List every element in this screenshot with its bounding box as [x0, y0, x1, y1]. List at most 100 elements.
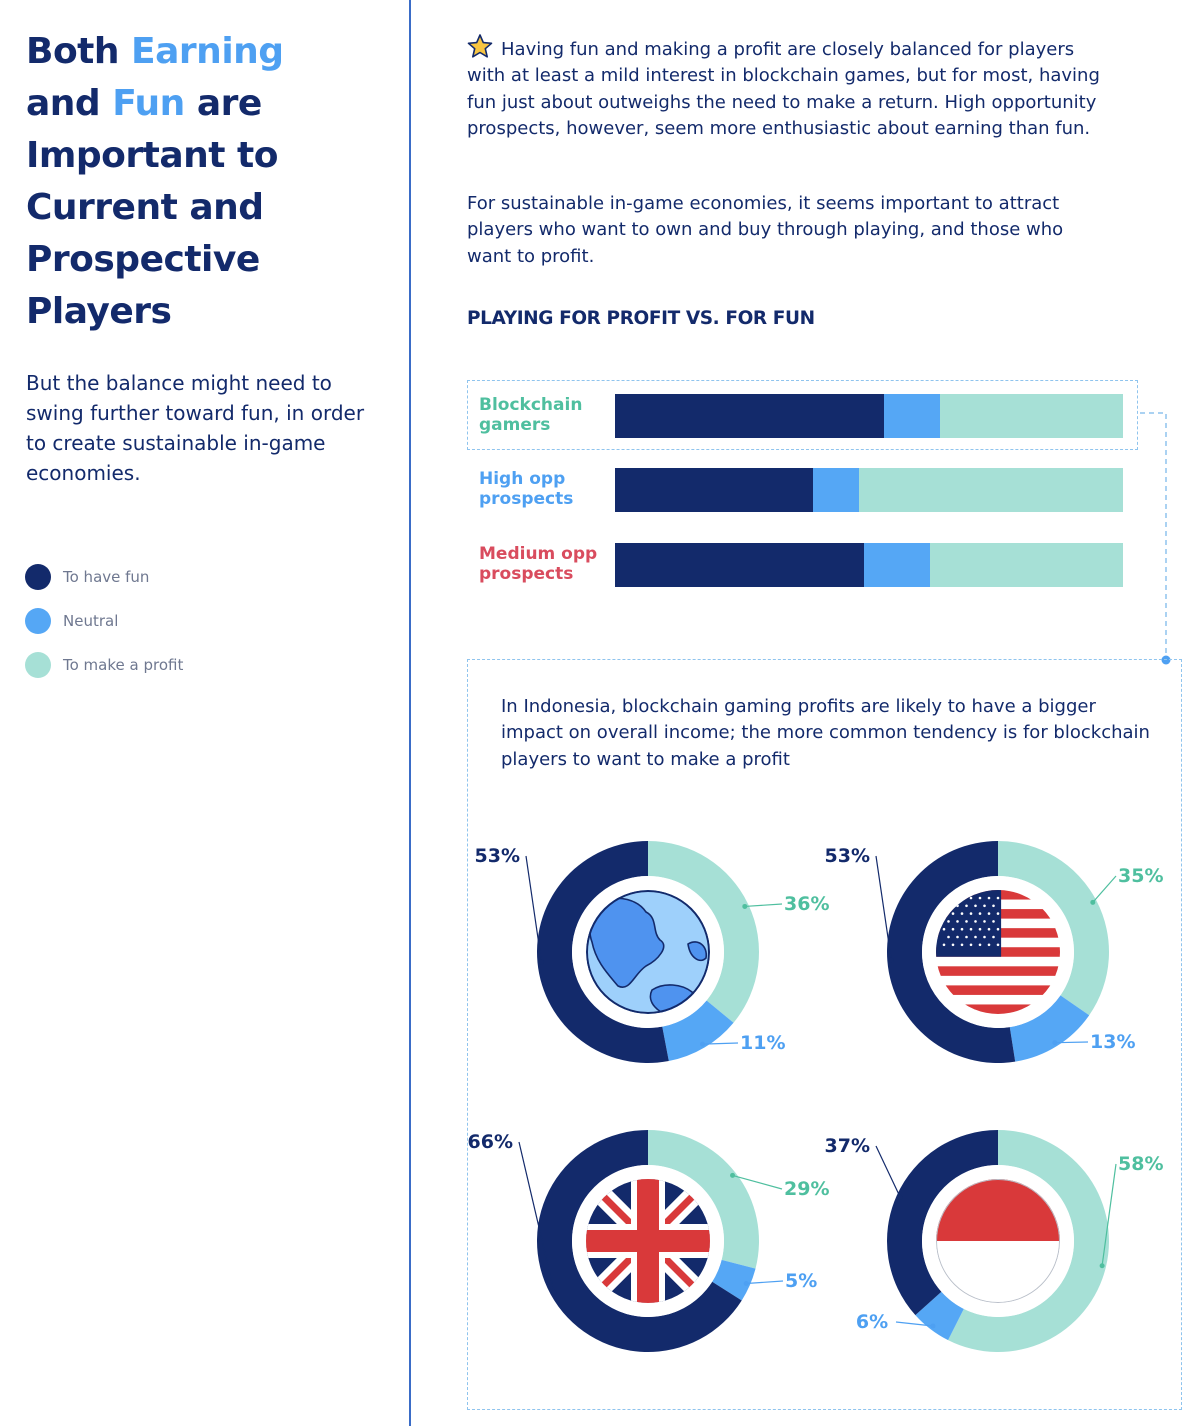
bar-segment [615, 468, 814, 512]
donut-chart: 37% 6% 58% [825, 1130, 1163, 1352]
highlight-box [467, 380, 1138, 450]
legend-item-profit: To make a profit [25, 643, 183, 687]
leader-line [875, 1145, 901, 1198]
title-part: are [184, 83, 262, 124]
leader-dot [538, 959, 544, 965]
legend-swatch [25, 652, 51, 678]
bar-segment [929, 543, 1123, 587]
bar-segment [813, 468, 859, 512]
donut-slice [537, 841, 669, 1063]
leader-dot [551, 1290, 557, 1296]
donut-slice [662, 1000, 734, 1062]
donut-value-label: 11% [740, 1032, 785, 1054]
donut-value-label: 53% [825, 845, 870, 867]
legend-label: To have fun [63, 568, 150, 586]
bar-segment [615, 394, 885, 438]
bar-row: Medium opp prospects [479, 543, 1125, 587]
leader-line [702, 1042, 739, 1045]
leader-dot [1090, 899, 1096, 905]
donut-slice [1009, 995, 1090, 1062]
donut-slice [537, 1129, 742, 1352]
leader-line [525, 855, 543, 963]
bar-category-label: High opp prospects [479, 469, 574, 509]
donut-value-label: 29% [784, 1178, 829, 1200]
leader-dot [743, 1280, 749, 1286]
legend-label: Neutral [63, 612, 119, 630]
leader-dot [730, 1172, 736, 1178]
leader-line [1101, 1163, 1117, 1266]
leader-dot [1099, 1263, 1105, 1269]
section-title: PLAYING FOR PROFIT VS. FOR FUN [467, 308, 815, 329]
connector-line [1140, 412, 1171, 665]
title-highlight-earning: Earning [131, 31, 284, 72]
bar-segment [615, 543, 864, 587]
leader-dot [897, 1194, 903, 1200]
bar-track [615, 468, 1123, 512]
donut-chart: 66% 5% 29% [468, 1129, 829, 1352]
bar-row: Blockchain gamers [479, 394, 1125, 438]
intro-paragraph-2: For sustainable in-game economies, it se… [467, 193, 1064, 267]
donut-slice [915, 1291, 964, 1341]
leader-dot [1052, 1040, 1058, 1046]
donut-value-label: 13% [1090, 1031, 1135, 1053]
donut-slice [886, 1130, 998, 1316]
donut-slice [648, 1130, 759, 1269]
leader-line [895, 1321, 934, 1327]
bar-segment [863, 543, 930, 587]
legend-swatch [25, 564, 51, 590]
globe-icon [586, 890, 710, 1014]
leader-dot [888, 957, 894, 963]
leader-line [518, 1141, 555, 1293]
bar-category-label: Medium opp prospects [479, 544, 598, 584]
leader-line [746, 1280, 784, 1285]
bar-segment [940, 394, 1123, 438]
indonesia-flag-icon [936, 1179, 1060, 1303]
bar-track [615, 394, 1123, 438]
leader-line [1054, 1041, 1089, 1044]
leader-line [875, 855, 892, 961]
donut-value-label: 5% [785, 1270, 817, 1292]
bar-row: High opp prospects [479, 468, 1125, 512]
donut-value-label: 66% [468, 1131, 513, 1153]
donut-value-label: 35% [1118, 865, 1163, 887]
title-part: Important to Current and Prospective Pla… [26, 135, 278, 332]
star-icon [467, 34, 493, 58]
donut-value-label: 58% [1118, 1153, 1163, 1175]
donut-value-label: 6% [856, 1311, 888, 1333]
donut-value-label: 37% [825, 1135, 870, 1157]
bar-track [615, 543, 1123, 587]
donut-value-label: 36% [784, 893, 829, 915]
leader-line [744, 903, 783, 908]
bar-segment [884, 394, 941, 438]
title-highlight-fun: Fun [112, 83, 185, 124]
leader-dot [930, 1323, 936, 1329]
page-title: Both Earning and Fun are Important to Curr… [26, 26, 396, 338]
donut-value-label: 53% [475, 845, 520, 867]
page-subtitle: But the balance might need to swing furt… [26, 371, 365, 485]
legend-item-neutral: Neutral [25, 599, 183, 643]
intro-text: Having fun and making a profit are close… [467, 39, 1100, 139]
leader-dot [699, 1041, 705, 1047]
donut-chart: 53% 11% 36% [475, 841, 829, 1063]
leader-line [732, 1174, 783, 1190]
leader-dot [742, 903, 748, 909]
donut-slice [948, 1130, 1109, 1352]
uk-flag-icon [586, 1179, 710, 1303]
legend-swatch [25, 608, 51, 634]
column-divider [409, 0, 411, 1426]
donut-slice [712, 1259, 756, 1301]
bar-category-label: Blockchain gamers [479, 395, 583, 435]
indonesia-box-text: In Indonesia, blockchain gaming profits … [501, 696, 1150, 770]
donut-slice [998, 841, 1109, 1016]
sidebar: Both Earning and Fun are Important to Curr… [0, 0, 410, 1426]
donut-chart: 53% 13% 35% [825, 841, 1163, 1063]
indonesia-box [467, 659, 1182, 1410]
leader-line [1092, 875, 1117, 903]
donut-slice [887, 841, 1016, 1063]
legend: To have fun Neutral To make a profit [25, 555, 183, 687]
title-part: and [26, 83, 113, 124]
intro-paragraph: Having fun and making a profit are close… [467, 34, 1107, 142]
donut-slice [648, 841, 760, 1023]
legend-label: To make a profit [63, 656, 184, 674]
